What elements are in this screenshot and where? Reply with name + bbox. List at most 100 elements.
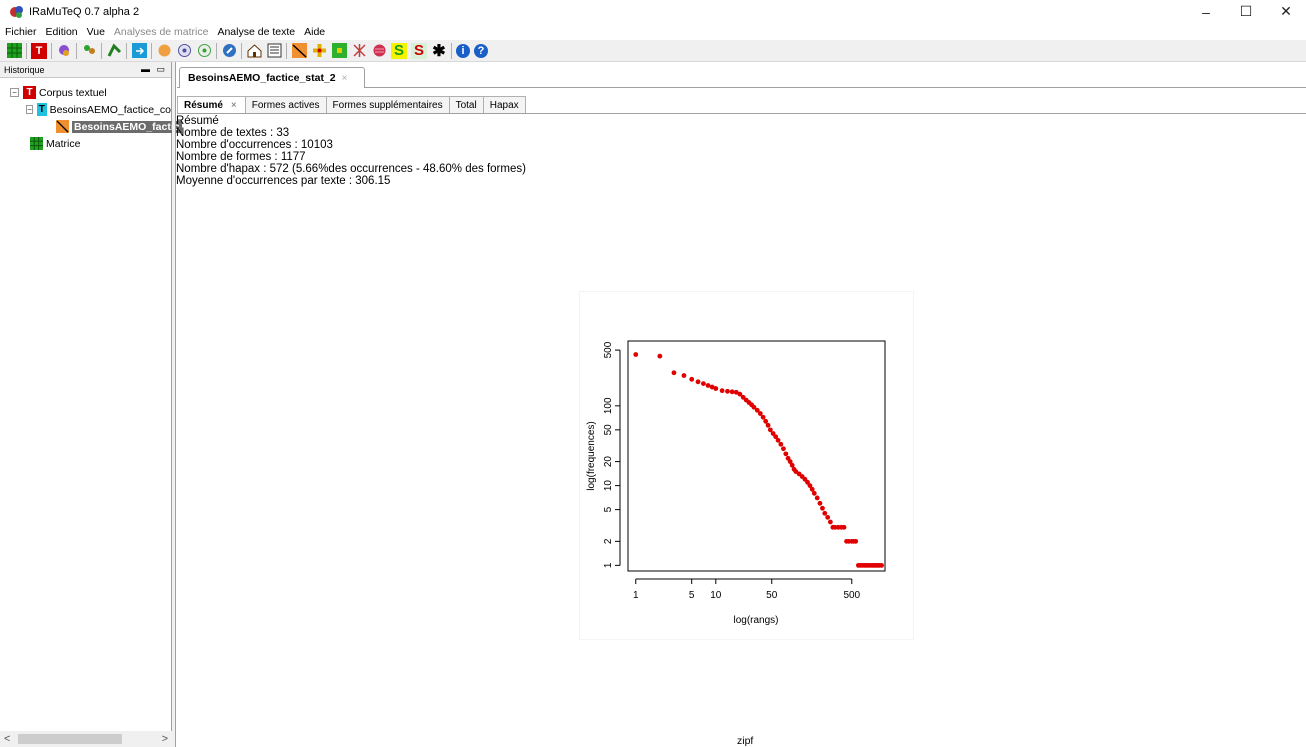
data-point bbox=[671, 370, 677, 376]
y-axis-label: log(frequences) bbox=[586, 421, 597, 490]
prototype-icon[interactable] bbox=[196, 43, 212, 59]
data-point bbox=[681, 373, 687, 378]
close-tab-icon[interactable]: × bbox=[341, 72, 348, 84]
tab-label: Résumé bbox=[184, 99, 223, 111]
export-icon[interactable] bbox=[131, 43, 147, 59]
data-point bbox=[767, 427, 773, 433]
data-point bbox=[765, 422, 771, 428]
scrollbar-thumb[interactable] bbox=[18, 734, 122, 744]
data-point bbox=[827, 519, 833, 525]
data-point bbox=[719, 388, 725, 394]
tab-formes-supplementaires[interactable]: Formes supplémentaires bbox=[325, 96, 450, 113]
compass-icon[interactable] bbox=[221, 43, 237, 59]
data-point bbox=[783, 451, 789, 457]
data-point bbox=[695, 379, 701, 385]
data-point bbox=[729, 389, 735, 395]
x-axis: 1 5 10 50 500 bbox=[633, 578, 861, 601]
tree-item-matrix[interactable]: Matrice bbox=[0, 135, 171, 152]
y-tick-label: 500 bbox=[603, 341, 614, 358]
data-point bbox=[689, 376, 695, 382]
collapse-icon[interactable]: − bbox=[10, 88, 19, 97]
data-point bbox=[700, 381, 706, 387]
menu-fichier[interactable]: Fichier bbox=[5, 25, 37, 38]
y-axis: 1 2 5 10 20 50 100 500 bbox=[603, 341, 621, 568]
segments-icon[interactable] bbox=[311, 43, 327, 59]
toolbar-separator bbox=[101, 42, 102, 59]
s-green-icon[interactable]: S bbox=[391, 42, 407, 59]
data-point bbox=[737, 391, 743, 397]
close-button[interactable]: ✕ bbox=[1280, 3, 1292, 19]
chd-icon[interactable] bbox=[176, 43, 192, 59]
tab-hapax[interactable]: Hapax bbox=[482, 96, 526, 113]
y-tick-label: 1 bbox=[603, 562, 614, 568]
tree-item-stat[interactable]: BesoinsAEMO_factic bbox=[0, 118, 182, 135]
zipf-chart: 1 5 10 50 500 1 2 5 10 20 50 100 500 log(rangs) log… bbox=[586, 340, 886, 626]
list-icon[interactable] bbox=[266, 43, 282, 59]
close-tab-icon[interactable]: × bbox=[230, 99, 237, 111]
toolbar-separator bbox=[151, 42, 152, 59]
summary-heading: Résumé bbox=[176, 115, 219, 127]
horizontal-scrollbar[interactable]: < > bbox=[0, 731, 172, 747]
info-icon[interactable]: i bbox=[456, 43, 470, 58]
data-point bbox=[781, 446, 786, 452]
help-icon[interactable]: ? bbox=[474, 43, 488, 58]
window-controls: – ☐ ✕ bbox=[1186, 0, 1306, 23]
data-point bbox=[853, 538, 859, 544]
stats-icon[interactable] bbox=[56, 43, 72, 59]
splitter[interactable] bbox=[172, 62, 176, 747]
tree-item-corpus[interactable]: − T Corpus textuel bbox=[0, 84, 171, 101]
x-tick-label: 10 bbox=[710, 590, 722, 601]
summary-line: Nombre de textes : 33 bbox=[176, 127, 290, 139]
data-point bbox=[740, 394, 746, 400]
similarity-icon[interactable] bbox=[106, 43, 122, 59]
matrix-icon[interactable] bbox=[6, 43, 22, 59]
minimize-button[interactable]: – bbox=[1202, 3, 1210, 20]
s-red-icon[interactable]: S bbox=[411, 42, 427, 59]
data-point bbox=[775, 437, 781, 443]
scroll-left-icon[interactable]: < bbox=[4, 733, 11, 745]
plot-frame bbox=[627, 340, 886, 572]
data-point bbox=[763, 418, 769, 424]
panel-controls[interactable]: ▬ ▭ bbox=[140, 64, 167, 74]
matrix-green-icon[interactable] bbox=[331, 43, 347, 59]
history-panel: Historique ▬ ▭ − T Corpus textuel − T Be… bbox=[0, 62, 182, 747]
data-point bbox=[793, 469, 799, 474]
menu-edition[interactable]: Edition bbox=[45, 25, 78, 38]
x-tick-label: 500 bbox=[843, 590, 860, 601]
menu-vue[interactable]: Vue bbox=[86, 25, 105, 38]
history-tree: − T Corpus textuel − T BesoinsAEMO_facti… bbox=[0, 78, 182, 152]
tab-formes-actives[interactable]: Formes actives bbox=[244, 96, 327, 113]
history-header: Historique ▬ ▭ bbox=[0, 62, 171, 78]
specificities-icon[interactable] bbox=[81, 43, 97, 59]
data-point bbox=[657, 353, 663, 359]
orange-circle-icon[interactable] bbox=[156, 43, 172, 59]
scroll-right-icon[interactable]: > bbox=[161, 733, 168, 745]
star-icon[interactable]: ✱ bbox=[432, 42, 446, 60]
tree-label: BesoinsAEMO_factic bbox=[72, 120, 182, 133]
network-icon[interactable] bbox=[351, 43, 367, 59]
text-corpus-icon[interactable]: T bbox=[31, 42, 47, 59]
cloud-icon[interactable] bbox=[371, 43, 387, 59]
menu-aide[interactable]: Aide bbox=[304, 25, 326, 38]
collapse-icon[interactable]: − bbox=[26, 105, 34, 114]
data-point bbox=[754, 407, 760, 413]
data-point bbox=[733, 389, 739, 395]
text-corpus-icon: T bbox=[37, 103, 47, 116]
zipf-icon[interactable] bbox=[291, 43, 307, 59]
data-point bbox=[814, 495, 820, 501]
toolbar-separator bbox=[51, 42, 52, 59]
maximize-button[interactable]: ☐ bbox=[1239, 3, 1253, 19]
home-icon[interactable] bbox=[246, 43, 262, 59]
menu-analyses-de-matrice[interactable]: Analyses de matrice bbox=[113, 25, 209, 38]
menu-analyse-de-texte[interactable]: Analyse de texte bbox=[217, 25, 296, 38]
tab-total[interactable]: Total bbox=[448, 96, 484, 113]
tab-besoinsaemo-stat[interactable]: BesoinsAEMO_factice_stat_2 × bbox=[179, 67, 365, 88]
data-point bbox=[825, 514, 831, 520]
data-point bbox=[789, 462, 795, 468]
data-point bbox=[725, 388, 730, 394]
tree-item-corpus-child[interactable]: − T BesoinsAEMO_factice_co bbox=[0, 101, 171, 118]
y-tick-label: 20 bbox=[603, 456, 614, 468]
title-bar: IRaMuTeQ 0.7 alpha 2 – ☐ ✕ bbox=[0, 0, 1306, 23]
data-points bbox=[633, 352, 884, 568]
tab-resume[interactable]: Résumé × bbox=[177, 96, 246, 113]
